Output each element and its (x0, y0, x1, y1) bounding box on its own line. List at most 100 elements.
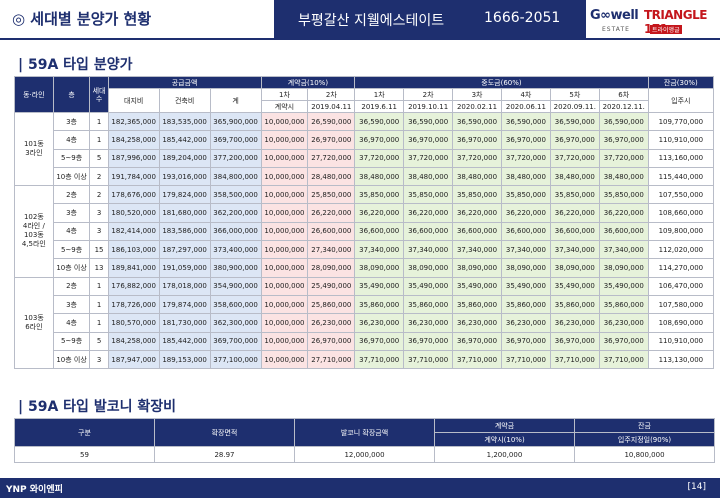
floor-cell: 10층 이상 (52, 349, 91, 370)
floor-cell: 3층 (52, 111, 91, 132)
building-cell: 187,297,000 (158, 240, 211, 260)
table-row: 4층 3 182,414,000 183,586,000 366,000,000 10,0… (15, 221, 715, 242)
balcony-amount: 12,000,000 (294, 446, 435, 463)
balance-cell: 108,660,000 (647, 203, 715, 223)
total-cell: 354,900,000 (209, 276, 262, 296)
mid1-cell: 35,860,000 (354, 294, 405, 315)
total-cell: 384,800,000 (209, 166, 262, 187)
mid3-cell: 36,220,000 (452, 203, 502, 223)
mid4-cell: 36,220,000 (500, 203, 551, 223)
units-cell: 2 (89, 166, 109, 187)
contract2-cell: 26,220,000 (307, 203, 356, 223)
mid2-cell: 37,340,000 (403, 240, 454, 260)
dong-line-label: 102동 4라인 / 103동 4,5라인 (14, 185, 54, 278)
land-cell: 184,258,000 (107, 331, 160, 351)
contract1-cell: 10,000,000 (260, 258, 309, 278)
mid6-cell: 35,490,000 (598, 276, 649, 296)
header-m4: 4차 (500, 88, 551, 101)
mid3-cell: 36,230,000 (452, 313, 502, 333)
mid3-cell: 38,480,000 (452, 166, 502, 187)
mid2-cell: 35,490,000 (403, 276, 454, 296)
total-cell: 377,200,000 (209, 148, 262, 168)
contract1-cell: 10,000,000 (260, 148, 309, 168)
total-cell: 365,900,000 (209, 111, 262, 132)
contract2-cell: 27,720,000 (307, 148, 356, 168)
building-cell: 193,016,000 (158, 166, 211, 187)
balance-cell: 113,160,000 (647, 148, 715, 168)
mid4-cell: 36,970,000 (500, 331, 551, 351)
table-row: 3층 3 180,520,000 181,680,000 362,200,000 10,0… (15, 203, 715, 223)
balcony-header-contract-sub: 계약시(10%) (434, 432, 575, 447)
total-cell: 358,500,000 (209, 185, 262, 205)
contract1-cell: 10,000,000 (260, 294, 309, 315)
contract2-cell: 25,860,000 (307, 294, 356, 315)
section-title-price: | 59A 타입 분양가 (18, 57, 133, 73)
table-row: 101동 3라인 3층 1 182,365,000 183,535,000 365,900… (14, 111, 715, 187)
building-cell: 178,018,000 (158, 276, 211, 296)
balance-cell: 110,910,000 (647, 331, 715, 351)
balcony-header-type: 구분 (14, 418, 155, 447)
contract1-cell: 10,000,000 (260, 276, 309, 296)
balcony-header-contract: 계약금 (434, 418, 575, 433)
balance-cell: 109,800,000 (647, 221, 715, 242)
total-cell: 366,000,000 (209, 221, 262, 242)
mid1-cell: 36,970,000 (354, 331, 405, 351)
total-cell: 369,700,000 (209, 130, 262, 150)
mid2-cell: 38,480,000 (403, 166, 454, 187)
header-m2: 2차 (403, 88, 454, 101)
mid5-cell: 38,090,000 (549, 258, 600, 278)
balance-cell: 108,690,000 (647, 313, 715, 333)
table-row: 10층 이상 2 191,784,000 193,016,000 384,800,000… (15, 166, 715, 187)
mid2-cell: 36,970,000 (403, 130, 454, 150)
table-row: 102동 4라인 / 103동 4,5라인 2층 2 178,676,000 179,8… (14, 185, 715, 278)
floor-cell: 4층 (52, 130, 91, 150)
mid2-cell: 36,970,000 (403, 331, 454, 351)
page-number: [14] (687, 482, 706, 492)
mid1-cell: 36,600,000 (354, 221, 405, 242)
building-cell: 189,153,000 (158, 349, 211, 370)
mid6-cell: 36,590,000 (598, 111, 649, 132)
floor-cell: 4층 (52, 221, 91, 242)
mid5-cell: 35,860,000 (549, 294, 600, 315)
header-m6: 6차 (598, 88, 649, 101)
page-title: ◎ 세대별 분양가 현황 (12, 10, 152, 28)
mid1-cell: 37,340,000 (354, 240, 405, 260)
mid2-cell: 37,720,000 (403, 148, 454, 168)
contract1-cell: 10,000,000 (260, 221, 309, 242)
mid5-cell: 37,720,000 (549, 148, 600, 168)
balance-cell: 114,270,000 (647, 258, 715, 278)
land-cell: 189,841,000 (107, 258, 160, 278)
units-cell: 5 (89, 148, 109, 168)
mid1-cell: 36,220,000 (354, 203, 405, 223)
contract1-cell: 10,000,000 (260, 331, 309, 351)
land-cell: 187,947,000 (107, 349, 160, 370)
contract1-cell: 10,000,000 (260, 185, 309, 205)
mid4-cell: 37,720,000 (500, 148, 551, 168)
mid1-cell: 37,720,000 (354, 148, 405, 168)
mid6-cell: 36,970,000 (598, 130, 649, 150)
header-m4-date: 2020.06.11 (500, 100, 551, 113)
header-floor: 층 (52, 76, 91, 113)
header-dong-line: 동·라인 (14, 76, 54, 113)
total-cell: 358,600,000 (209, 294, 262, 315)
mid3-cell: 36,600,000 (452, 221, 502, 242)
balcony-table: 구분 확장면적 발코니 확장금액 계약금 잔금 계약시(10%) 입주지정일(9… (14, 418, 715, 463)
mid6-cell: 36,970,000 (598, 331, 649, 351)
contract2-cell: 25,490,000 (307, 276, 356, 296)
mid4-cell: 36,600,000 (500, 221, 551, 242)
mid6-cell: 35,860,000 (598, 294, 649, 315)
units-cell: 1 (89, 313, 109, 333)
contract1-cell: 10,000,000 (260, 130, 309, 150)
balcony-header-amount: 발코니 확장금액 (294, 418, 435, 447)
mid3-cell: 35,850,000 (452, 185, 502, 205)
land-cell: 186,103,000 (107, 240, 160, 260)
floor-cell: 2층 (52, 185, 91, 205)
floor-cell: 5~9층 (52, 240, 91, 260)
floor-cell: 10층 이상 (52, 166, 91, 187)
units-cell: 15 (89, 240, 109, 260)
mid6-cell: 38,480,000 (598, 166, 649, 187)
building-cell: 185,442,000 (158, 331, 211, 351)
balance-cell: 106,470,000 (647, 276, 715, 296)
page-header: ◎ 세대별 분양가 현황 부평갈산 지웰에스테이트 1666-2051 G∞we… (0, 0, 720, 40)
mid4-cell: 35,850,000 (500, 185, 551, 205)
